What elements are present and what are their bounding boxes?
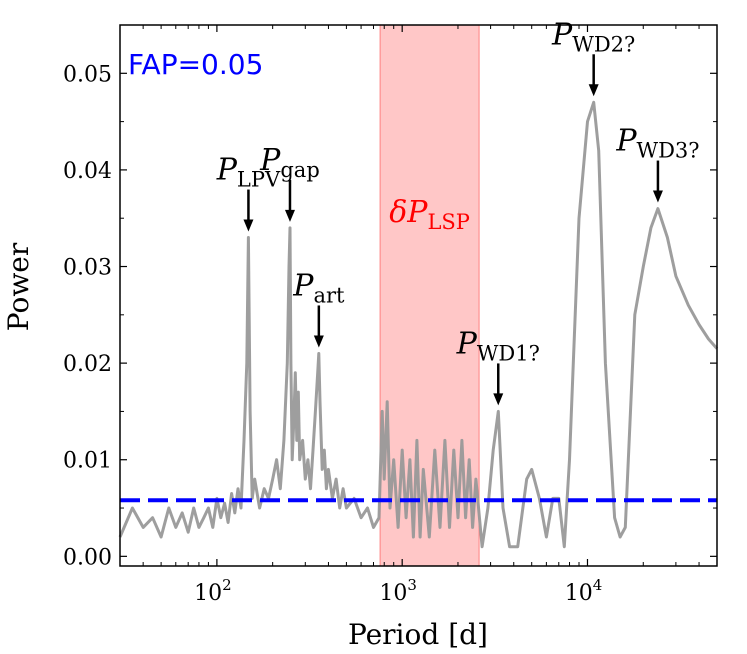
annotation-arrowhead-1 bbox=[284, 209, 295, 222]
axes: 0.00 0.01 0.02 0.03 0.04 0.05 102 103 104 bbox=[63, 24, 718, 606]
annotation-arrowhead-2 bbox=[313, 335, 324, 348]
annotation-label-1: Pgap bbox=[259, 143, 320, 182]
y-tick-label-2: 0.02 bbox=[63, 352, 112, 377]
x-axis-label: Period [d] bbox=[348, 618, 488, 651]
y-tick-label-0: 0.00 bbox=[63, 545, 112, 570]
y-tick-label-3: 0.03 bbox=[63, 256, 112, 281]
x-tick-label-2: 104 bbox=[565, 576, 603, 606]
x-tick-label-1: 103 bbox=[379, 576, 417, 606]
annotation-arrowhead-0 bbox=[243, 219, 254, 232]
annotation-label-4: PWD2? bbox=[551, 17, 635, 56]
y-tick-label-4: 0.04 bbox=[63, 159, 112, 184]
annotation-arrowhead-3 bbox=[493, 393, 504, 406]
y-tick-label-5: 0.05 bbox=[63, 62, 112, 87]
annotation-label-3: PWD1? bbox=[456, 326, 540, 365]
annotation-arrowhead-4 bbox=[588, 84, 599, 97]
y-tick-label-1: 0.01 bbox=[63, 449, 112, 474]
x-tick-label-0: 102 bbox=[194, 576, 232, 606]
lsp-band-layer: δPLSP bbox=[379, 25, 480, 566]
fap-layer: FAP=0.05 bbox=[120, 48, 717, 503]
fap-label: FAP=0.05 bbox=[128, 48, 263, 81]
annotation-label-5: PWD3? bbox=[615, 124, 699, 163]
annotation-label-2: Part bbox=[292, 268, 345, 307]
annotation-arrowhead-5 bbox=[652, 190, 663, 203]
lsp-band-label: δPLSP bbox=[389, 195, 470, 234]
annotation-label-0: PLPV bbox=[216, 153, 281, 192]
plot-frame bbox=[119, 24, 718, 567]
y-axis-label: Power bbox=[2, 242, 35, 331]
